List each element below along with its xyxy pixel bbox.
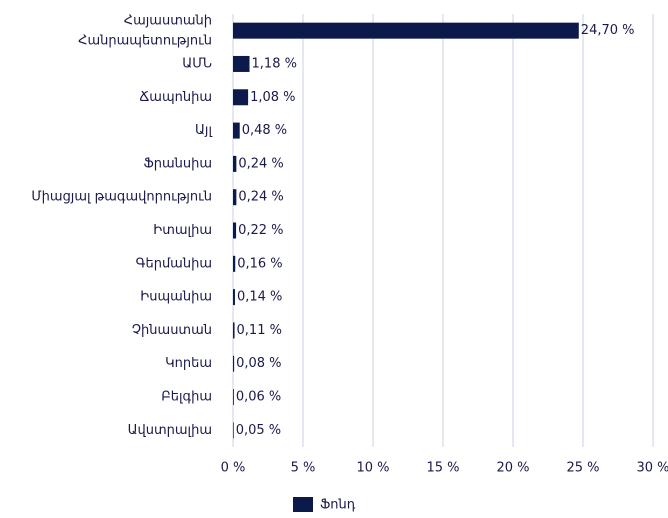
value-label: 1,08 % — [250, 90, 295, 105]
bar — [233, 189, 237, 206]
bar — [233, 89, 249, 106]
bar — [233, 155, 237, 172]
bar — [233, 422, 234, 439]
legend-swatch — [293, 497, 313, 512]
value-label: 1,18 % — [252, 56, 297, 71]
bar — [233, 122, 240, 139]
x-tick-label: 15 % — [426, 461, 459, 476]
y-tick-label: Ճապոնիա — [139, 90, 212, 105]
y-tick-label: Չինաստան — [132, 323, 212, 338]
y-tick-label: Գերմանիա — [136, 256, 212, 271]
value-label: 0,24 % — [238, 190, 283, 205]
bar — [233, 389, 234, 406]
bar — [233, 322, 235, 339]
y-tick-label: Իտալիա — [153, 223, 212, 238]
legend-label: Ֆոնդ — [320, 498, 356, 513]
y-tick-label: Կորեա — [165, 356, 212, 371]
bar — [233, 55, 250, 72]
y-tick-label: Բելգիա — [161, 390, 212, 405]
value-label: 0,11 % — [237, 323, 282, 338]
bar — [233, 22, 579, 39]
bar — [233, 355, 235, 372]
y-tick-label: Ավստրալիա — [128, 423, 212, 438]
y-tick-label: ԱՄՆ — [182, 56, 212, 71]
value-label: 0,05 % — [236, 423, 281, 438]
x-tick-label: 25 % — [566, 461, 599, 476]
y-tick-label: Այլ — [195, 123, 212, 138]
value-label: 0,16 % — [237, 256, 282, 271]
y-tick-label: Հայաստանի Հանրապետություն — [78, 13, 212, 48]
x-tick-label: 5 % — [291, 461, 316, 476]
value-label: 0,14 % — [237, 290, 282, 305]
x-tick-label: 30 % — [636, 461, 668, 476]
y-tick-label: Իսպանիա — [140, 290, 212, 305]
value-label: 24,70 % — [581, 23, 635, 38]
value-label: 0,06 % — [236, 390, 281, 405]
y-tick-label: Միացյալ թագավորություն — [31, 190, 212, 205]
value-label: 0,08 % — [236, 356, 281, 371]
value-label: 0,48 % — [242, 123, 287, 138]
bar — [233, 289, 235, 306]
x-tick-label: 10 % — [356, 461, 389, 476]
bar — [233, 255, 236, 272]
value-label: 0,24 % — [238, 156, 283, 171]
x-tick-label: 0 % — [221, 461, 246, 476]
y-tick-label: Ֆրանսիա — [143, 156, 212, 171]
x-tick-label: 20 % — [496, 461, 529, 476]
value-label: 0,22 % — [238, 223, 283, 238]
bar — [233, 222, 237, 239]
